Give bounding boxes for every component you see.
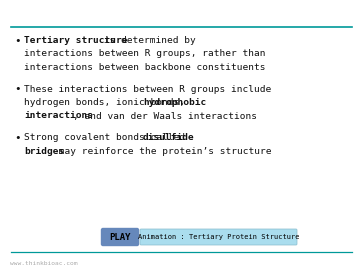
Text: Tertiary structure: Tertiary structure: [24, 36, 127, 45]
Text: interactions: interactions: [24, 112, 93, 121]
Text: bridges: bridges: [24, 147, 64, 156]
Text: may reinforce the protein’s structure: may reinforce the protein’s structure: [53, 147, 271, 156]
FancyBboxPatch shape: [140, 229, 297, 245]
FancyBboxPatch shape: [102, 229, 139, 246]
Text: •: •: [14, 133, 20, 143]
Text: •: •: [14, 84, 20, 95]
Text: PLAY: PLAY: [109, 233, 131, 241]
Text: interactions between R groups, rather than: interactions between R groups, rather th…: [24, 50, 265, 59]
Text: Strong covalent bonds called: Strong covalent bonds called: [24, 133, 191, 142]
Text: These interactions between R groups include: These interactions between R groups incl…: [24, 84, 271, 93]
Text: www.thinkbioac.com: www.thinkbioac.com: [10, 261, 77, 266]
Text: is determined by: is determined by: [98, 36, 196, 45]
Text: , and van der Waals interactions: , and van der Waals interactions: [73, 112, 257, 121]
Text: Animation : Tertiary Protein Structure: Animation : Tertiary Protein Structure: [138, 234, 299, 240]
Text: hydrogen bonds, ionic bonds,: hydrogen bonds, ionic bonds,: [24, 98, 191, 107]
Text: hydrophobic: hydrophobic: [143, 98, 206, 107]
Text: disulfide: disulfide: [143, 133, 195, 142]
Text: •: •: [14, 36, 20, 46]
Text: interactions between backbone constituents: interactions between backbone constituen…: [24, 63, 265, 72]
